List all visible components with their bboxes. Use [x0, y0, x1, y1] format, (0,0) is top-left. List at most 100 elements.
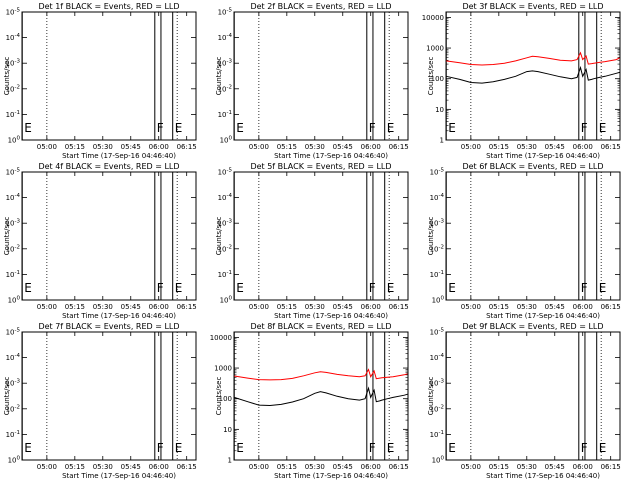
event-marker-label: F [581, 281, 588, 295]
chart-title: Det 2f BLACK = Events, RED = LLD [250, 2, 391, 11]
x-tick-label: 05:45 [545, 143, 565, 151]
chart-panel-7: Det 7f BLACK = Events, RED = LLD Counts/s… [3, 322, 197, 480]
x-tick-label: 05:00 [37, 463, 57, 471]
event-marker-label: E [175, 281, 183, 295]
chart-title: Det 8f BLACK = Events, RED = LLD [250, 322, 391, 331]
y-tick-label: 10-3 [218, 59, 233, 68]
event-marker-label: E [175, 121, 183, 135]
y-tick-label: 10-3 [6, 59, 21, 68]
event-marker-label: E [24, 441, 32, 455]
y-tick-label: 10-3 [6, 219, 21, 228]
x-tick-label: 05:15 [277, 303, 297, 311]
plot-frame [233, 11, 409, 141]
y-tick-label: 1 [440, 137, 444, 145]
event-marker-label: E [236, 281, 244, 295]
x-tick-label: 06:00 [573, 143, 593, 151]
x-tick-label: 05:45 [545, 303, 565, 311]
event-marker-label: E [236, 121, 244, 135]
y-tick-label: 100 [8, 136, 21, 145]
event-marker-label: E [387, 441, 395, 455]
x-tick-label: 05:15 [65, 463, 85, 471]
x-tick-label: 06:00 [149, 303, 169, 311]
plot-frame [445, 171, 621, 301]
y-tick-label: 10-3 [430, 379, 445, 388]
x-tick-label: 06:00 [361, 303, 381, 311]
series-line-events [234, 386, 408, 407]
chart-title: Det 1f BLACK = Events, RED = LLD [38, 2, 179, 11]
event-marker-label: F [157, 441, 164, 455]
y-axis-label: Counts/sec [3, 57, 11, 96]
event-marker-label: F [369, 281, 376, 295]
x-tick-label: 05:15 [277, 463, 297, 471]
y-tick-label: 10000 [422, 14, 444, 22]
y-axis-label: Counts/sec [215, 217, 223, 256]
x-tick-label: 05:00 [37, 143, 57, 151]
event-marker-label: E [24, 281, 32, 295]
y-tick-label: 10-2 [218, 84, 232, 93]
y-tick-label: 10-1 [218, 110, 232, 119]
x-tick-label: 05:00 [249, 143, 269, 151]
y-tick-label: 10-3 [218, 219, 233, 228]
x-tick-label: 05:00 [37, 303, 57, 311]
event-marker-label: E [448, 281, 456, 295]
y-tick-label: 10-1 [6, 270, 20, 279]
x-tick-label: 05:00 [249, 463, 269, 471]
series-line-lld [446, 51, 620, 66]
event-marker-label: F [581, 441, 588, 455]
x-axis-label: Start Time (17-Sep-16 04:46:40) [274, 312, 388, 320]
plot-frame [445, 331, 621, 461]
y-tick-label: 1000 [426, 45, 444, 53]
y-tick-label: 1000 [214, 365, 232, 373]
y-tick-label: 10-5 [430, 328, 445, 337]
y-tick-label: 10-1 [430, 430, 444, 439]
y-tick-label: 10-5 [6, 8, 21, 17]
chart-panel-6: Det 6f BLACK = Events, RED = LLD Counts/s… [427, 162, 621, 320]
y-tick-label: 10-4 [218, 33, 233, 42]
y-axis-label: Counts/sec [427, 377, 435, 416]
chart-title: Det 4f BLACK = Events, RED = LLD [38, 162, 179, 171]
series-line-lld [234, 368, 408, 381]
x-tick-label: 05:30 [517, 143, 537, 151]
y-tick-label: 10-5 [218, 168, 233, 177]
chart-panel-2: Det 2f BLACK = Events, RED = LLD Counts/s… [215, 2, 409, 160]
event-marker-label: E [236, 441, 244, 455]
event-marker-label: F [581, 121, 588, 135]
y-tick-label: 10-1 [6, 430, 20, 439]
x-tick-label: 06:00 [361, 143, 381, 151]
y-tick-label: 10-2 [430, 404, 444, 413]
y-tick-label: 10-2 [430, 244, 444, 253]
x-tick-label: 06:00 [573, 463, 593, 471]
x-tick-label: 05:45 [121, 303, 141, 311]
x-tick-label: 05:30 [305, 303, 325, 311]
x-tick-label: 06:15 [177, 463, 197, 471]
chart-title: Det 3f BLACK = Events, RED = LLD [462, 2, 603, 11]
y-tick-label: 100 [220, 136, 233, 145]
x-tick-label: 05:15 [65, 143, 85, 151]
y-tick-label: 10-2 [6, 244, 20, 253]
x-axis-label: Start Time (17-Sep-16 04:46:40) [486, 152, 600, 160]
plot-frame [21, 11, 197, 141]
chart-panel-1: Det 1f BLACK = Events, RED = LLD Counts/s… [3, 2, 197, 160]
event-marker-label: E [599, 281, 607, 295]
chart-panel-5: Det 5f BLACK = Events, RED = LLD Counts/s… [215, 162, 409, 320]
x-tick-label: 05:00 [461, 463, 481, 471]
x-tick-label: 06:15 [389, 463, 409, 471]
x-tick-label: 06:15 [389, 303, 409, 311]
y-tick-label: 100 [219, 395, 232, 403]
y-tick-label: 10-5 [6, 168, 21, 177]
y-tick-label: 10-4 [6, 353, 21, 362]
event-marker-label: E [387, 281, 395, 295]
x-tick-label: 05:45 [121, 143, 141, 151]
x-axis-label: Start Time (17-Sep-16 04:46:40) [486, 312, 600, 320]
x-axis-label: Start Time (17-Sep-16 04:46:40) [486, 472, 600, 480]
plot-frame [21, 331, 197, 461]
y-tick-label: 10-4 [6, 33, 21, 42]
x-tick-label: 05:45 [333, 463, 353, 471]
x-tick-label: 05:30 [305, 143, 325, 151]
y-tick-label: 100 [432, 296, 445, 305]
y-tick-label: 10-2 [6, 404, 20, 413]
y-tick-label: 10-2 [218, 244, 232, 253]
y-tick-label: 10 [223, 426, 232, 434]
x-axis-label: Start Time (17-Sep-16 04:46:40) [62, 472, 176, 480]
y-tick-label: 10-1 [6, 110, 20, 119]
